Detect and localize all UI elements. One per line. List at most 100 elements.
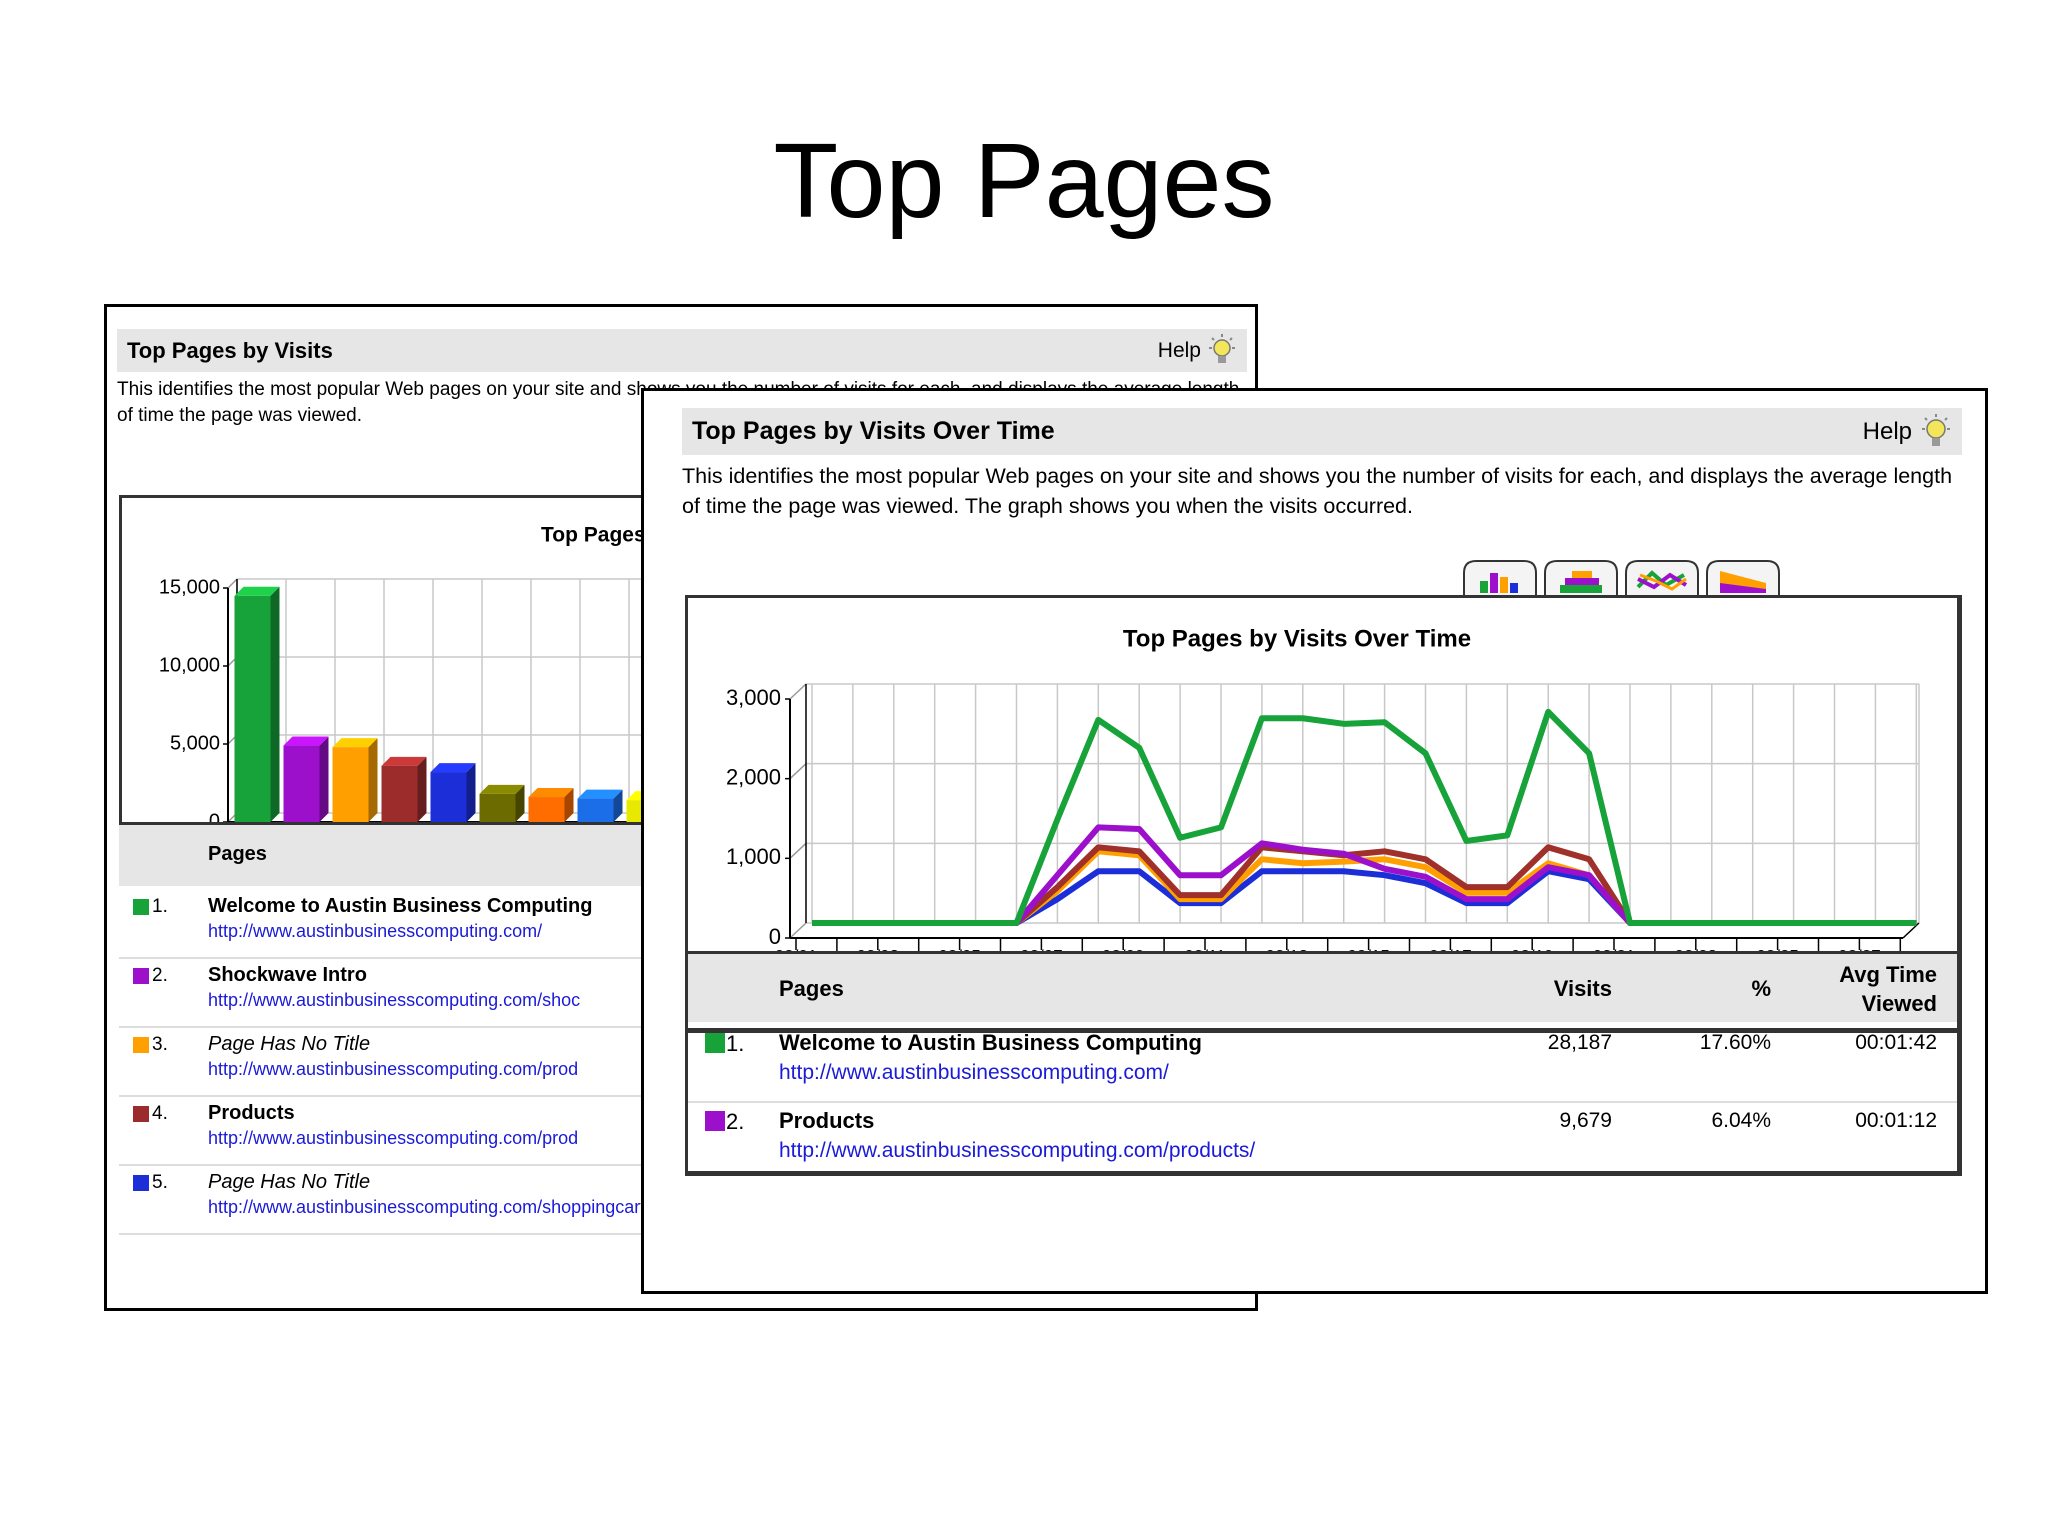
- y-tick-label: 2,000: [726, 764, 781, 789]
- tab-stacked-chart[interactable]: [1544, 560, 1618, 596]
- y-tick-label: 1,000: [726, 844, 781, 869]
- panel-title: Top Pages by Visits Over Time: [692, 417, 1055, 445]
- bar-side: [368, 738, 378, 822]
- grid-line: [227, 578, 238, 589]
- color-swatch: [705, 1111, 725, 1131]
- chart-title: Top Pages: [541, 524, 646, 547]
- bar-top: [430, 763, 476, 773]
- row-rank: 5.: [152, 1172, 168, 1193]
- bar-top: [528, 788, 574, 798]
- bar-side: [417, 756, 427, 822]
- row-rank: 2.: [726, 1109, 745, 1134]
- x-axis-edge: [1902, 922, 1920, 939]
- visits: 28,187: [1547, 1031, 1612, 1054]
- percent: 6.04%: [1711, 1109, 1771, 1132]
- page-url[interactable]: http://www.austinbusinesscomputing.com/: [779, 1061, 1169, 1084]
- row-rank: 1.: [726, 1031, 745, 1056]
- bar-top: [479, 784, 525, 794]
- row-rank: 2.: [152, 965, 168, 986]
- bar-side: [270, 586, 280, 822]
- help-icon[interactable]: [1918, 413, 1954, 451]
- column-header: Avg Time Viewed: [1839, 962, 1937, 1016]
- row-rank: 3.: [152, 1034, 168, 1055]
- panel-header: Top Pages by Visits Help: [117, 329, 1247, 372]
- panel: Top Pages by Visits Over Time Help This …: [641, 388, 1988, 1294]
- y-tick-label: 0: [769, 924, 781, 949]
- bar: [528, 797, 565, 822]
- page-url[interactable]: http://www.austinbusinesscomputing.com/: [208, 921, 543, 941]
- color-swatch: [133, 1106, 149, 1122]
- bar: [381, 765, 418, 822]
- row-rank: 4.: [152, 1103, 168, 1124]
- bar: [332, 747, 369, 822]
- page-url[interactable]: http://www.austinbusinesscomputing.com/p…: [208, 1059, 579, 1079]
- bar-side: [515, 784, 525, 822]
- page-title: Welcome to Austin Business Computing: [779, 1030, 1202, 1055]
- panel-description: This identifies the most popular Web pag…: [682, 464, 1953, 518]
- help-link[interactable]: Help: [1157, 339, 1201, 362]
- slide-title: Top Pages: [773, 122, 1275, 240]
- percent: 17.60%: [1699, 1031, 1771, 1054]
- line-series: [812, 868, 1917, 926]
- panel-header: Top Pages by Visits Over Time Help: [682, 408, 1962, 455]
- page-url[interactable]: http://www.austinbusinesscomputing.com/p…: [779, 1139, 1256, 1162]
- table: Pages Visits % Avg Time Viewed 1. Welcome…: [685, 951, 1962, 1176]
- bar-side: [564, 788, 574, 822]
- color-swatch: [133, 899, 149, 915]
- page-url[interactable]: http://www.austinbusinesscomputing.com/p…: [208, 1128, 579, 1148]
- y-tick-label: 5,000: [170, 732, 220, 754]
- visits: 9,679: [1559, 1109, 1612, 1132]
- page-url[interactable]: http://www.austinbusinesscomputing.com/s…: [208, 990, 581, 1010]
- bar: [283, 745, 320, 822]
- bar-side: [466, 763, 476, 822]
- page-title: Page Has No Title: [208, 1171, 371, 1193]
- help-icon[interactable]: [1205, 333, 1239, 369]
- grid-line: [789, 763, 807, 780]
- tab-area-chart[interactable]: [1706, 560, 1780, 596]
- column-header: Pages: [779, 976, 844, 1001]
- avg-time: 00:01:42: [1855, 1031, 1937, 1054]
- help-link[interactable]: Help: [1862, 418, 1912, 445]
- y-tick-label: 10,000: [159, 654, 220, 676]
- bar-top: [332, 738, 378, 748]
- page-title: Products: [208, 1102, 295, 1124]
- color-swatch: [133, 1175, 149, 1191]
- column-header: %: [1751, 976, 1771, 1001]
- bar: [479, 793, 516, 822]
- page-title: Welcome to Austin Business Computing: [208, 895, 593, 917]
- bar: [430, 772, 467, 822]
- page-title: Shockwave Intro: [208, 964, 367, 986]
- bar: [234, 595, 271, 822]
- color-swatch: [133, 1037, 149, 1053]
- bar-top: [577, 789, 623, 799]
- grid-line: [789, 842, 807, 859]
- bar-top: [283, 736, 329, 746]
- color-swatch: [133, 968, 149, 984]
- bar: [577, 798, 614, 822]
- color-swatch: [705, 1033, 725, 1053]
- tab-bar-chart[interactable]: [1463, 560, 1537, 596]
- tab-line-chart[interactable]: [1625, 560, 1699, 596]
- table-header: Pages Visits % Avg Time Viewed: [688, 954, 1957, 1022]
- bar-side: [319, 736, 329, 822]
- bar-side: [613, 789, 623, 822]
- line-series: [812, 708, 1917, 926]
- avg-time: 00:01:12: [1855, 1109, 1937, 1132]
- row-rank: 1.: [152, 896, 168, 917]
- grid-line: [789, 683, 807, 700]
- page-url[interactable]: http://www.austinbusinesscomputing.com/s…: [208, 1197, 681, 1217]
- y-tick-label: 0: [209, 810, 220, 832]
- y-tick-label: 15,000: [159, 576, 220, 598]
- y-tick-label: 3,000: [726, 685, 781, 710]
- chart-title: Top Pages by Visits Over Time: [1123, 625, 1471, 652]
- page-title: Page Has No Title: [208, 1033, 371, 1055]
- chart-type-tabs: [1463, 560, 1780, 596]
- bar-top: [234, 586, 280, 596]
- table-row: 2. Products http://www.austinbusinesscompu…: [688, 1107, 1957, 1179]
- bar-top: [381, 756, 427, 766]
- column-header: Pages: [208, 843, 267, 865]
- grid-line: [789, 922, 807, 939]
- panel-title: Top Pages by Visits: [127, 338, 333, 363]
- column-header: Visits: [1553, 976, 1612, 1001]
